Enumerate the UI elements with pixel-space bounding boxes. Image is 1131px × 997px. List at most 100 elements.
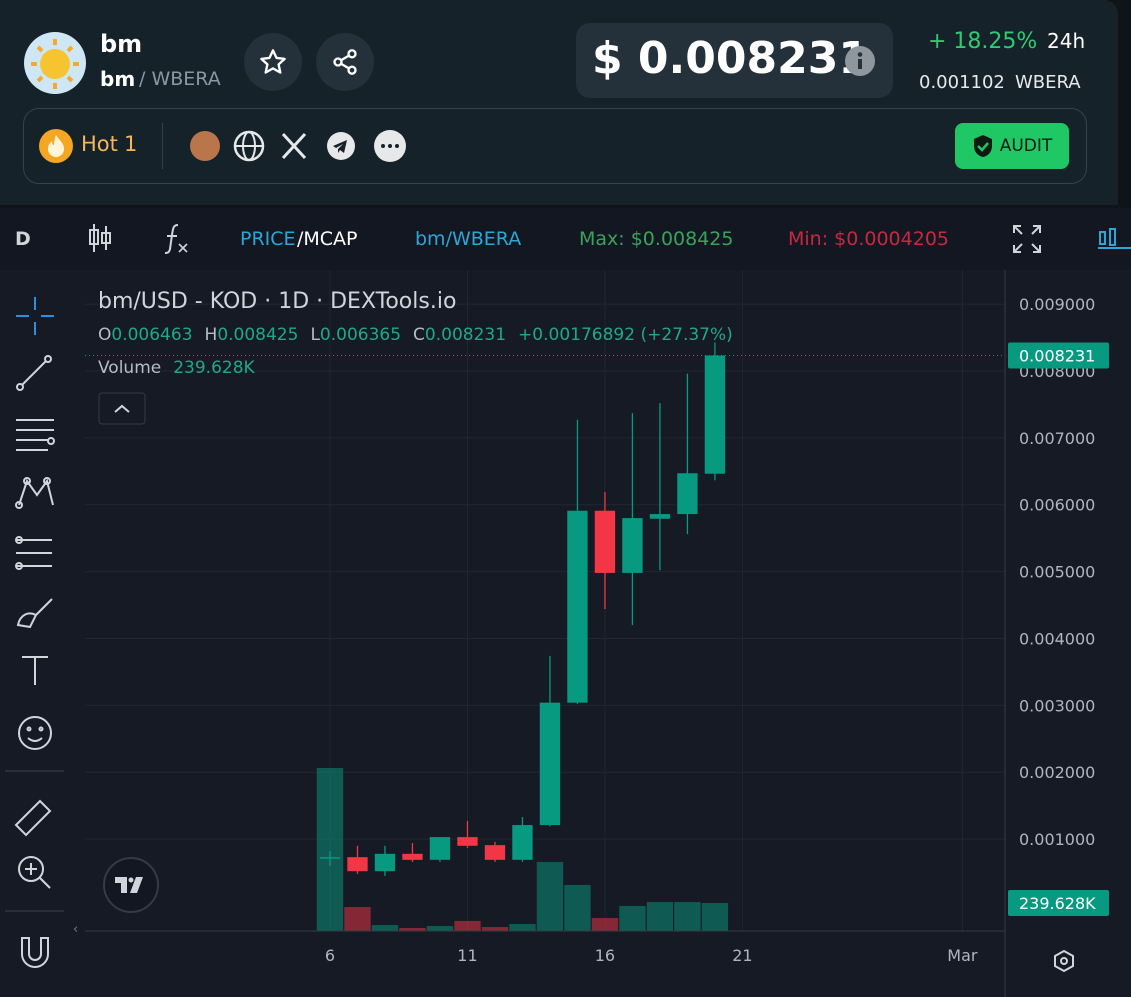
candle-body [347, 857, 368, 872]
ruler-tool[interactable] [14, 799, 52, 837]
pattern-tool[interactable] [15, 477, 54, 509]
mcap-toggle[interactable]: /MCAP [297, 228, 358, 250]
brush-tool[interactable] [16, 598, 53, 629]
volume-title: Volume [98, 358, 162, 378]
star-icon [260, 49, 286, 74]
x-link[interactable] [281, 132, 307, 160]
volume-bar [344, 907, 371, 931]
candle-body [539, 702, 561, 826]
volume-bar [481, 927, 509, 931]
y-tick-label: 0.004000 [1019, 629, 1095, 648]
magnet-tool[interactable] [21, 937, 49, 968]
trend-line-tool[interactable] [16, 355, 52, 391]
drawing-toolbar [5, 297, 64, 968]
candle-body [677, 473, 698, 515]
y-tick-label: 0.003000 [1019, 696, 1095, 715]
chart-title: bm/USD - KOD · 1D · DEXTools.io [98, 289, 457, 314]
last-price-tag: 0.008231 [1019, 347, 1095, 366]
volume-value: 239.628K [173, 358, 255, 378]
quote-symbol: WBERA [1015, 72, 1081, 93]
hot-label: Hot [81, 132, 118, 156]
min-price: Min: $0.0004205 [788, 228, 949, 250]
axis-settings-button[interactable] [1054, 949, 1074, 973]
volume-bar [646, 902, 674, 931]
volume-legend: Volume 239.628K [98, 358, 255, 378]
volume-bar [454, 920, 481, 931]
social-links [190, 130, 406, 162]
candle-body [622, 518, 643, 573]
max-price: Max: $0.008425 [579, 228, 734, 250]
chart-settings-icon[interactable] [1097, 226, 1131, 252]
chart-toolbar: D PRICE /MCAP bm/WBERA Max: $0.008425 Mi… [0, 208, 1131, 270]
candle-body [402, 853, 423, 860]
high-value: 0.008425 [217, 325, 299, 345]
fullscreen-icon[interactable] [1012, 224, 1042, 254]
price-toggle[interactable]: PRICE [240, 228, 296, 250]
quote-price: 0.001102 [919, 72, 1005, 93]
text-tool[interactable] [22, 656, 48, 685]
candle-body [429, 837, 451, 860]
candle-body [567, 510, 588, 703]
dex-link[interactable] [190, 131, 220, 161]
forecast-tool[interactable] [15, 536, 52, 570]
volume-bar [536, 861, 564, 931]
x-tick-label: 21 [732, 946, 752, 965]
more-link[interactable] [374, 130, 406, 162]
collapse-legend-button[interactable] [98, 392, 146, 425]
pair-base: bm [100, 67, 136, 91]
volume-tag: 239.628K [1019, 894, 1096, 913]
ohlc-label: L [310, 325, 320, 345]
hot-icon [39, 129, 73, 163]
candle-body [704, 355, 726, 474]
price: $ 0.008231 [592, 33, 869, 84]
share-button[interactable] [316, 33, 374, 91]
info-icon[interactable] [844, 45, 876, 77]
y-tick-label: 0.002000 [1019, 763, 1095, 782]
candle-body [374, 853, 396, 872]
candle-body [512, 825, 533, 860]
candle-body [594, 510, 616, 573]
token-name: bm [100, 30, 143, 58]
pair-quote: / WBERA [139, 68, 221, 90]
volume-bar [316, 768, 344, 931]
zoom-tool[interactable] [18, 856, 51, 889]
token-avatar [24, 32, 86, 94]
pair-toggle[interactable]: bm/WBERA [415, 228, 522, 250]
chart: ‹ 0.001000 0.002000 0.003000 0.004000 0.0050… [0, 270, 1131, 997]
website-link[interactable] [233, 130, 265, 162]
scroll-left[interactable]: ‹ [73, 922, 78, 937]
candle-type-icon[interactable] [87, 222, 113, 254]
candle-body [319, 857, 341, 859]
share-icon [333, 49, 357, 75]
tradingview-logo[interactable] [103, 857, 159, 913]
fib-tool[interactable] [16, 419, 55, 451]
volume-bar [674, 902, 701, 931]
emoji-tool[interactable] [18, 716, 52, 750]
telegram-link[interactable] [327, 132, 355, 160]
volume-bar [399, 927, 426, 931]
indicators-icon[interactable] [162, 222, 190, 256]
close-value: 0.008231 [424, 325, 507, 345]
ohlc-legend: O 0.006463 H 0.008425 L 0.006365 C 0.008231 … [98, 325, 733, 345]
y-tick-label: 0.007000 [1019, 429, 1095, 448]
change-period: 24h [1047, 29, 1086, 53]
chart-background [0, 270, 1131, 997]
favorite-button[interactable] [244, 33, 302, 91]
interval[interactable]: D [15, 228, 31, 250]
y-tick-label: 0.005000 [1019, 563, 1095, 582]
price-change: + 18.25% [928, 29, 1038, 54]
x-tick-label: 11 [457, 946, 477, 965]
candle-body [457, 837, 478, 846]
audit-label: AUDIT [999, 136, 1053, 156]
volume-bar [509, 923, 536, 931]
volume-tag-bg [1008, 890, 1109, 917]
candle-body [484, 845, 506, 860]
last-price-tag-bg [1008, 342, 1109, 369]
open-value: 0.006463 [111, 325, 193, 345]
volume-bar [591, 918, 619, 931]
audit-button[interactable]: AUDIT [955, 123, 1069, 169]
change-value: +0.00176892 (+27.37%) [518, 325, 733, 345]
crosshair-tool[interactable] [16, 297, 54, 335]
volume-bar [371, 925, 399, 931]
